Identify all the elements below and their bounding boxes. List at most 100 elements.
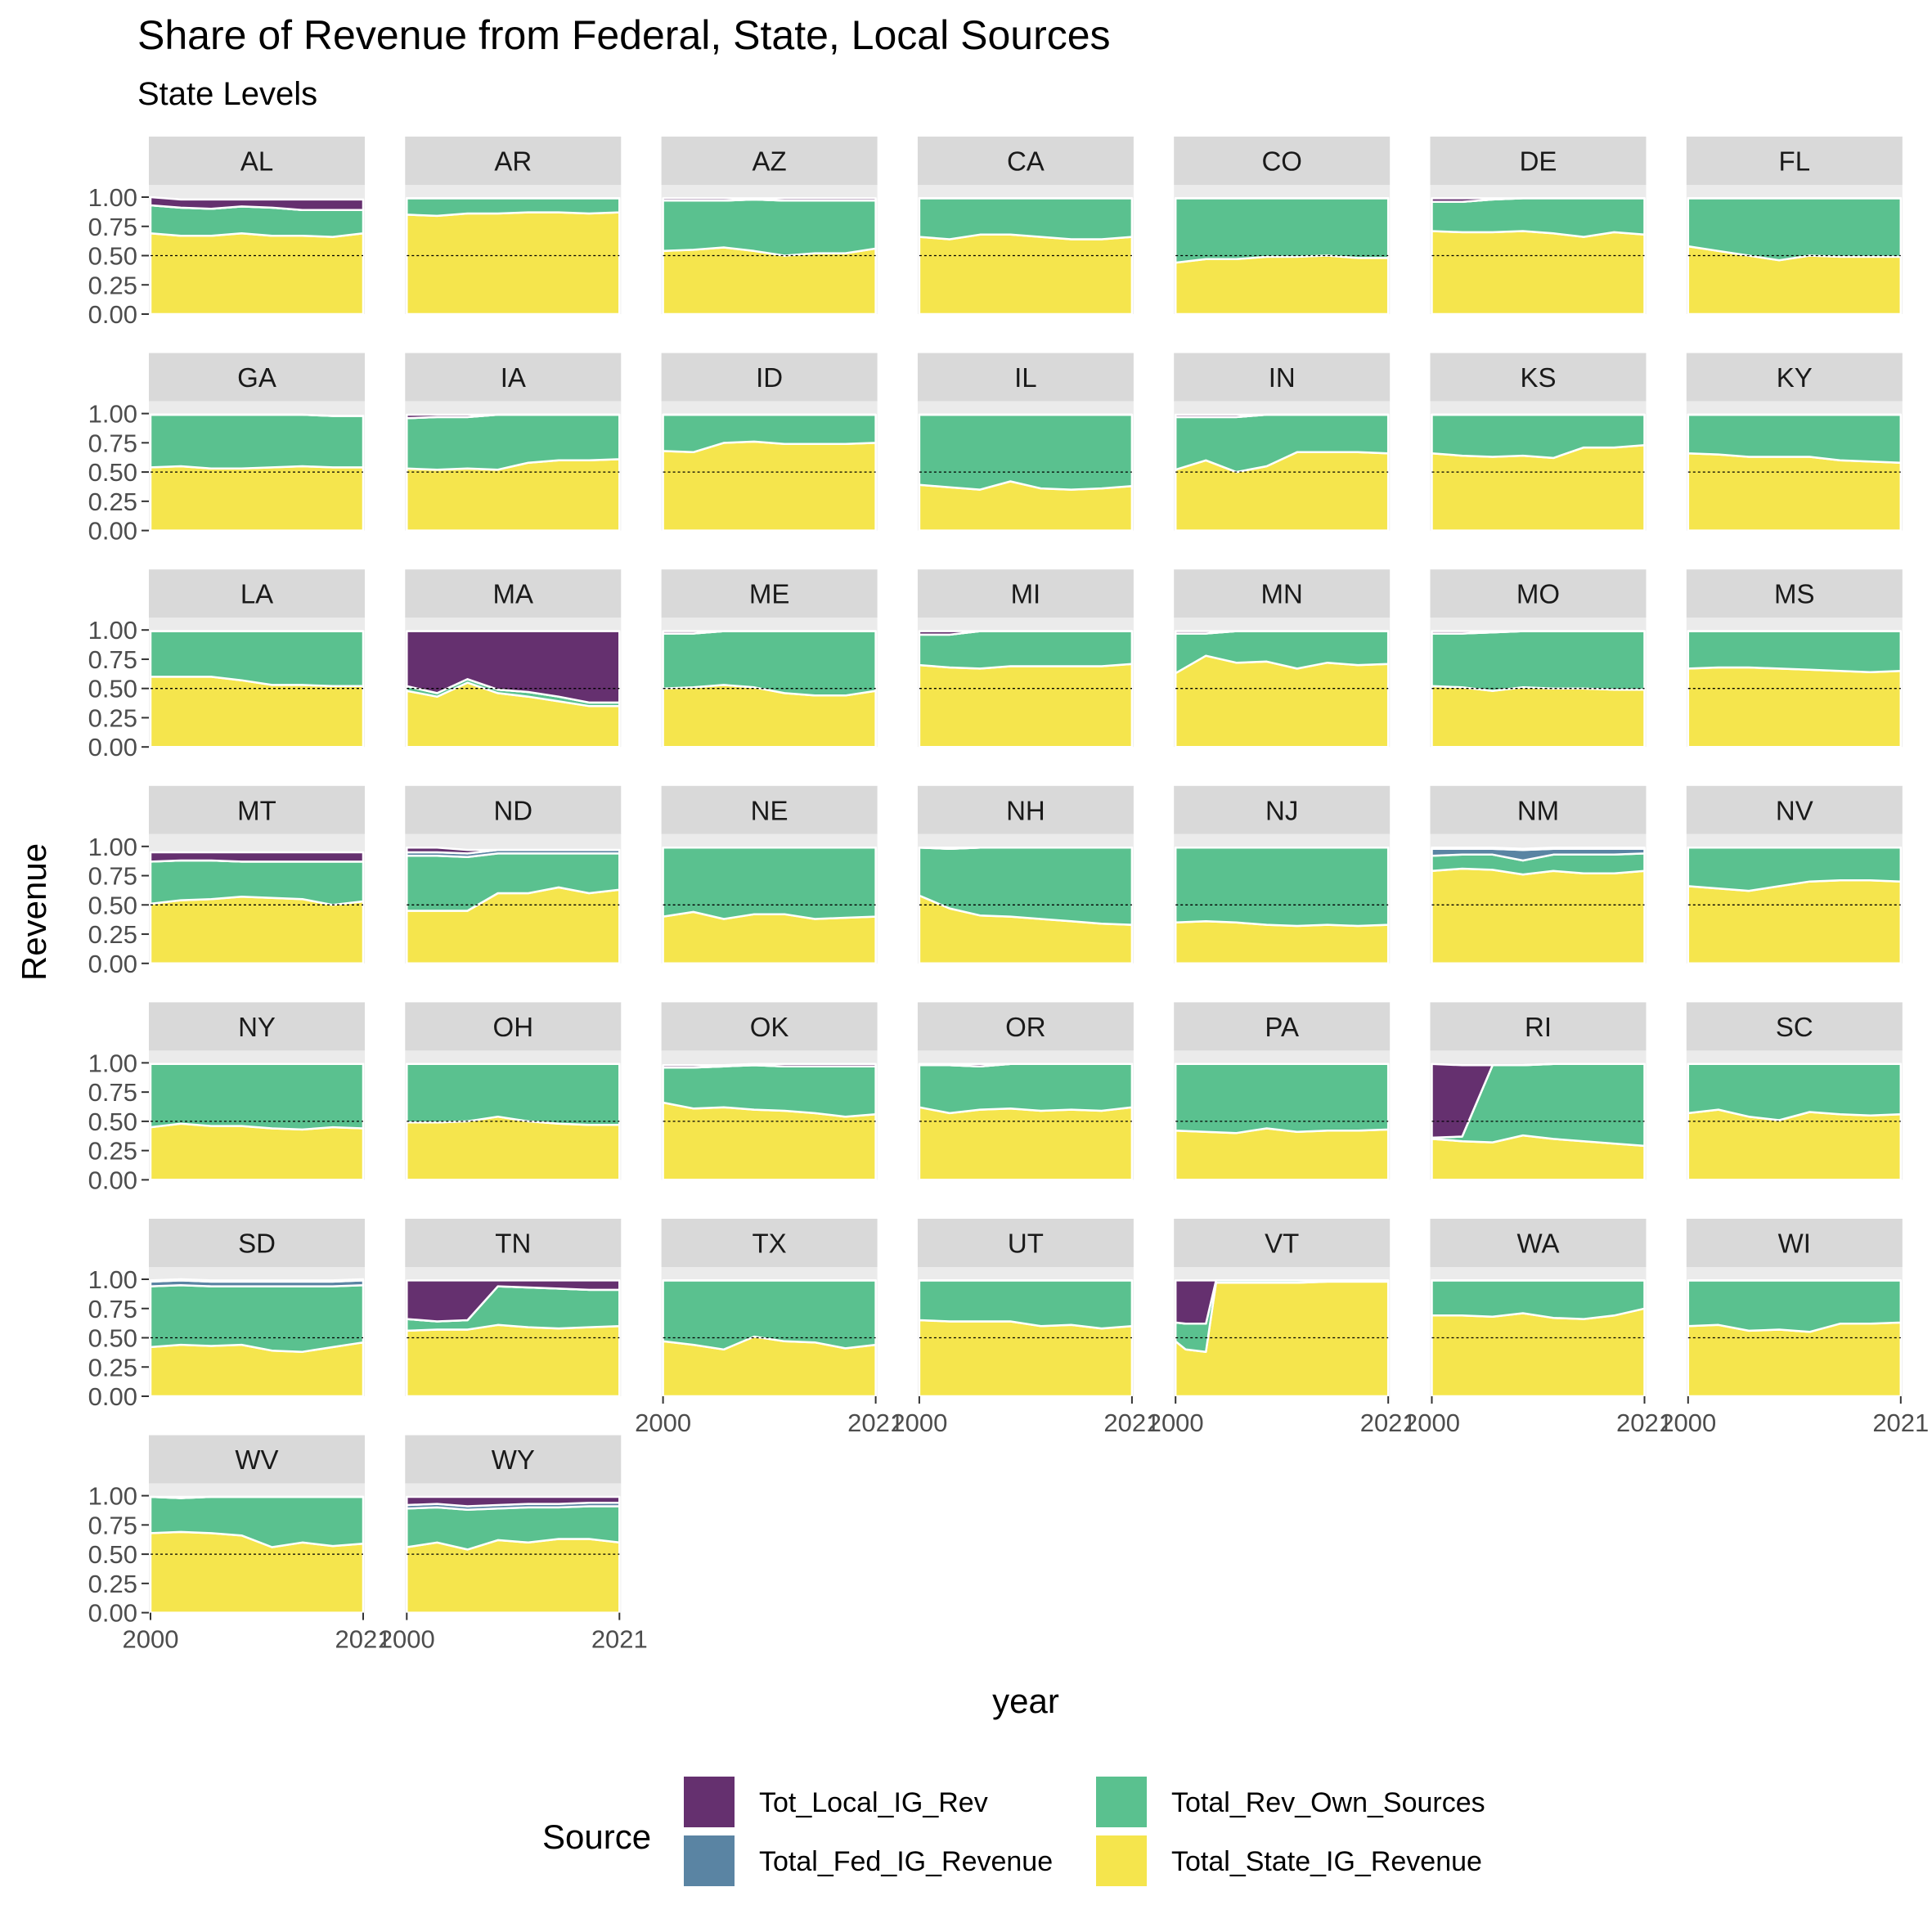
- facet-strip: [661, 137, 878, 185]
- area-state-ig: [1687, 1321, 1903, 1398]
- area-own-sources: [1174, 846, 1390, 928]
- facet-label: OK: [750, 1012, 789, 1042]
- area-own-sources: [918, 1063, 1134, 1115]
- area-own-sources: [406, 197, 621, 218]
- chart-subtitle: State Levels: [137, 76, 317, 112]
- legend-label: Total_State_IG_Revenue: [1171, 1846, 1482, 1877]
- facet-label: WY: [492, 1445, 535, 1475]
- panel-ga: GA 0.000.250.500.751.00: [88, 353, 365, 546]
- y-axis-title: Revenue: [15, 843, 53, 981]
- area-local-ig: [1431, 1063, 1646, 1139]
- panel-wy: WY 2000 2021: [379, 1435, 648, 1654]
- area-state-ig: [1431, 1307, 1646, 1398]
- area-own-sources: [1687, 630, 1903, 673]
- facet-label: KS: [1520, 362, 1556, 393]
- legend-item: Total_Rev_Own_Sources: [1096, 1777, 1485, 1827]
- facet-strip: [1430, 353, 1647, 402]
- area-local-ig: [1174, 1279, 1390, 1325]
- facet-label: CO: [1261, 146, 1302, 177]
- y-tick-label: 0.50: [88, 242, 137, 271]
- y-tick-label: 0.75: [88, 1078, 137, 1107]
- area-local-ig: [406, 846, 621, 855]
- y-tick-label: 0.50: [88, 1108, 137, 1136]
- facet-label: TN: [495, 1229, 531, 1259]
- facet-strip: [1686, 1219, 1903, 1267]
- facet-label: OH: [493, 1012, 534, 1042]
- x-tick-label: 2021: [1872, 1409, 1929, 1437]
- legend-key: [1096, 1835, 1147, 1886]
- x-tick-label: 2000: [123, 1625, 179, 1654]
- facet-strip: [1430, 785, 1647, 834]
- y-tick-label: 0.50: [88, 1540, 137, 1569]
- facet-strip: [661, 1002, 878, 1051]
- x-axis-title: year: [992, 1682, 1059, 1720]
- panel-in: IN: [1174, 353, 1391, 532]
- area-own-sources: [662, 1064, 877, 1118]
- facet-label: NE: [751, 795, 789, 825]
- x-tick-label: 2021: [847, 1409, 904, 1437]
- facet-strip: [661, 1219, 878, 1267]
- y-tick-label: 0.00: [88, 1166, 137, 1194]
- area-own-sources: [1687, 197, 1903, 262]
- y-tick-label: 0.25: [88, 1570, 137, 1598]
- panel-az: AZ: [661, 137, 878, 316]
- area-own-sources: [1687, 413, 1903, 464]
- area-local-ig: [1431, 630, 1646, 635]
- legend-key: [684, 1777, 735, 1827]
- facet-label: MI: [1011, 579, 1041, 609]
- facet-label: GA: [237, 362, 276, 393]
- facet-label: MO: [1516, 579, 1560, 609]
- facet-strip: [149, 1435, 365, 1484]
- area-state-ig: [918, 1106, 1134, 1181]
- facet-label: NH: [1006, 795, 1045, 825]
- facet-strip: [661, 785, 878, 834]
- x-tick-label: 2000: [891, 1409, 947, 1437]
- facet-strip: [1430, 569, 1647, 618]
- facet-label: SD: [238, 1229, 276, 1259]
- x-tick-label: 2021: [1103, 1409, 1160, 1437]
- facet-label: NJ: [1265, 795, 1298, 825]
- area-own-sources: [406, 1063, 621, 1126]
- y-tick-label: 0.75: [88, 1295, 137, 1323]
- panel-vt: VT 2000 2021: [1148, 1219, 1417, 1437]
- area-local-ig: [662, 197, 877, 202]
- facet-label: CA: [1007, 146, 1045, 177]
- panel-ia: IA: [405, 353, 622, 532]
- area-local-ig: [149, 1495, 365, 1499]
- facet-label: WI: [1778, 1229, 1811, 1259]
- panel-or: OR: [917, 1002, 1134, 1181]
- y-tick-label: 1.00: [88, 1049, 137, 1077]
- facet-strip: [149, 785, 365, 834]
- x-tick-label: 2000: [379, 1625, 435, 1654]
- panel-ar: AR: [405, 137, 622, 316]
- facet-label: LA: [240, 579, 273, 609]
- area-state-ig: [149, 1341, 365, 1398]
- panel-mi: MI: [917, 569, 1134, 748]
- facet-strip: [405, 1219, 622, 1267]
- facet-strip: [405, 137, 622, 185]
- facet-label: AL: [240, 146, 273, 177]
- legend-item: Total_Fed_IG_Revenue: [684, 1835, 1053, 1886]
- panel-nj: NJ: [1174, 785, 1391, 965]
- area-local-ig: [406, 1495, 621, 1507]
- facet-strip: [1430, 1219, 1647, 1267]
- facet-label: FL: [1779, 146, 1811, 177]
- facet-label: MT: [237, 795, 276, 825]
- x-tick-label: 2021: [335, 1625, 392, 1654]
- facet-strip: [149, 1219, 365, 1267]
- facet-strip: [1430, 137, 1647, 185]
- facet-label: AR: [494, 146, 532, 177]
- area-own-sources: [662, 846, 877, 920]
- area-own-sources: [149, 413, 365, 470]
- y-tick-label: 0.25: [88, 920, 137, 949]
- panel-fl: FL: [1686, 137, 1903, 316]
- y-tick-label: 0.25: [88, 487, 137, 516]
- y-tick-label: 0.25: [88, 1353, 137, 1382]
- panel-sc: SC: [1686, 1002, 1903, 1181]
- y-tick-label: 0.00: [88, 300, 137, 329]
- area-state-ig: [662, 246, 877, 316]
- facet-label: TX: [753, 1229, 787, 1259]
- facet-strip: [1174, 353, 1391, 402]
